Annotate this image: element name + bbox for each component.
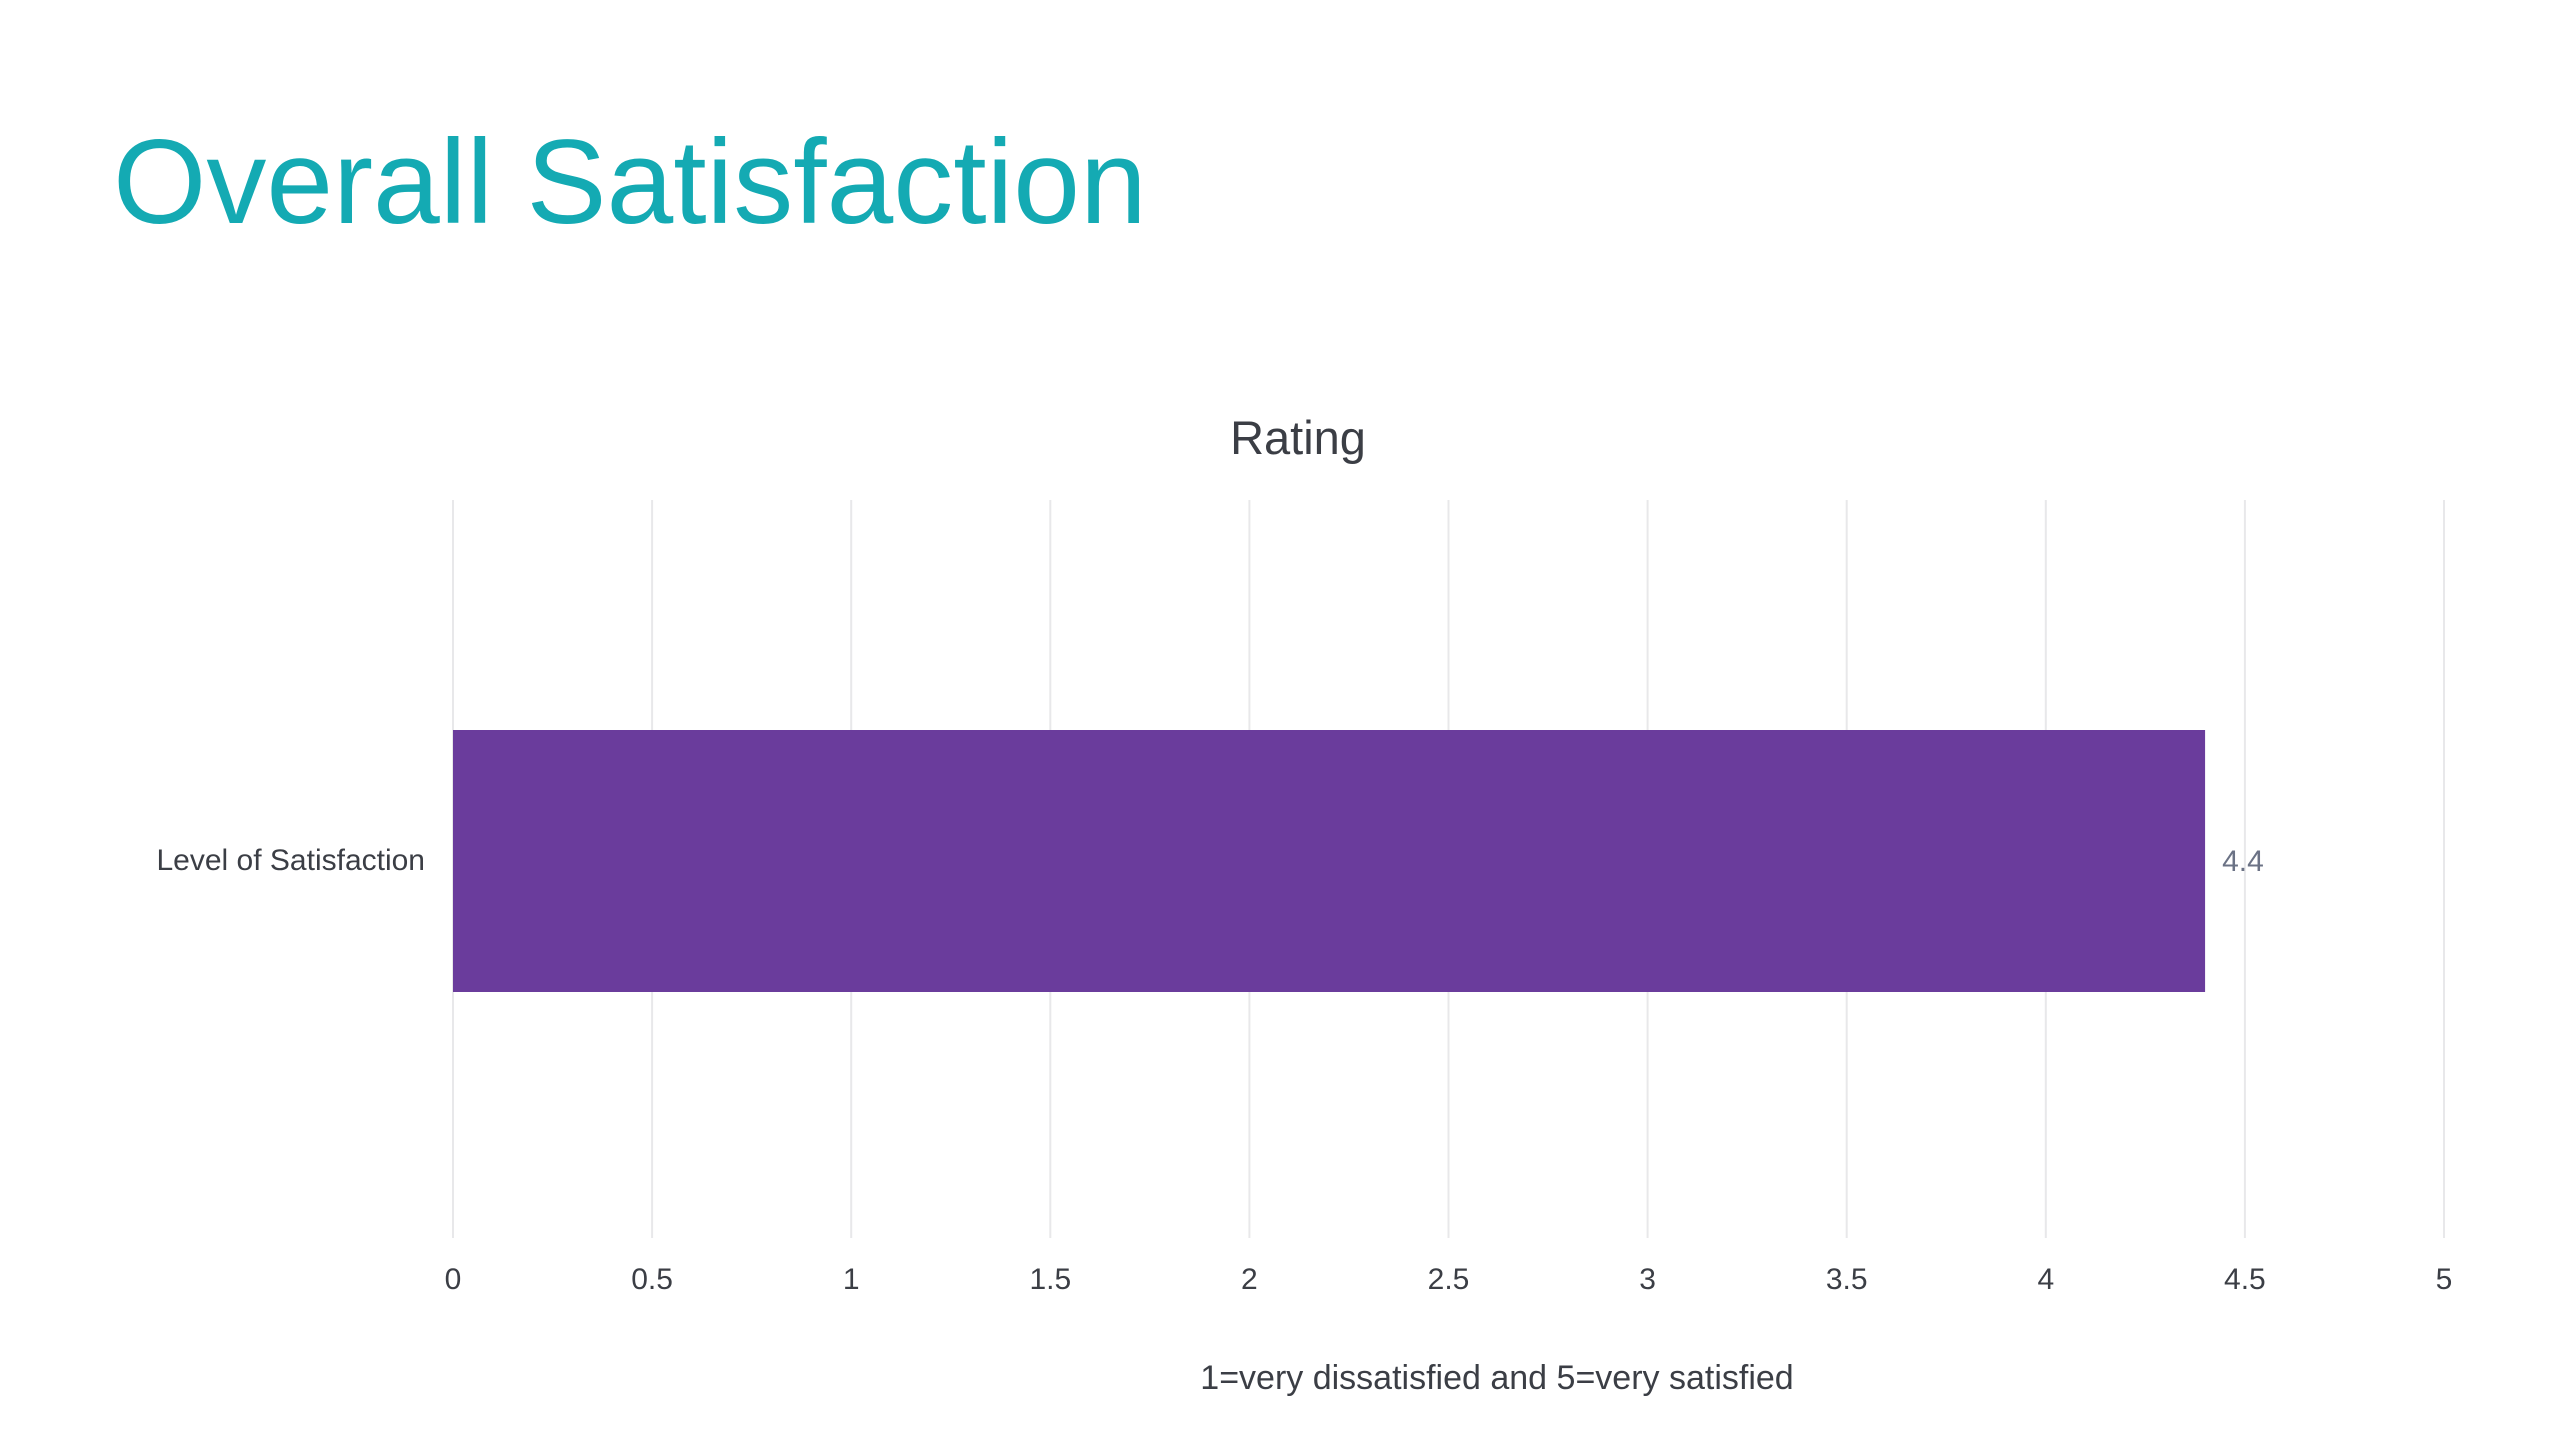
x-tick-label: 4: [2037, 1263, 2054, 1296]
x-axis-title: 1=very dissatisfied and 5=very satisfied: [1200, 1359, 1793, 1397]
x-tick-label: 0.5: [631, 1263, 673, 1296]
y-axis-categories: Level of Satisfaction: [157, 844, 426, 877]
x-tick-label: 2.5: [1428, 1263, 1470, 1296]
bars: 4.4: [453, 730, 2264, 992]
x-tick-label: 1.5: [1029, 1263, 1071, 1296]
x-tick-label: 0: [445, 1263, 462, 1296]
data-label: 4.4: [2222, 845, 2264, 878]
chart-title: Rating: [1230, 411, 1366, 464]
category-label: Level of Satisfaction: [157, 844, 426, 877]
slide-title: Overall Satisfaction: [113, 115, 1147, 249]
x-tick-label: 1: [843, 1263, 860, 1296]
x-tick-label: 3: [1639, 1263, 1656, 1296]
x-tick-label: 3.5: [1826, 1263, 1868, 1296]
x-tick-label: 2: [1241, 1263, 1258, 1296]
bar: [453, 730, 2206, 992]
x-tick-label: 5: [2436, 1263, 2453, 1296]
x-axis-ticks: 0 0.5 1 1.5 2 2.5 3 3.5 4 4.5 5: [445, 1263, 2453, 1296]
x-tick-label: 4.5: [2224, 1263, 2266, 1296]
